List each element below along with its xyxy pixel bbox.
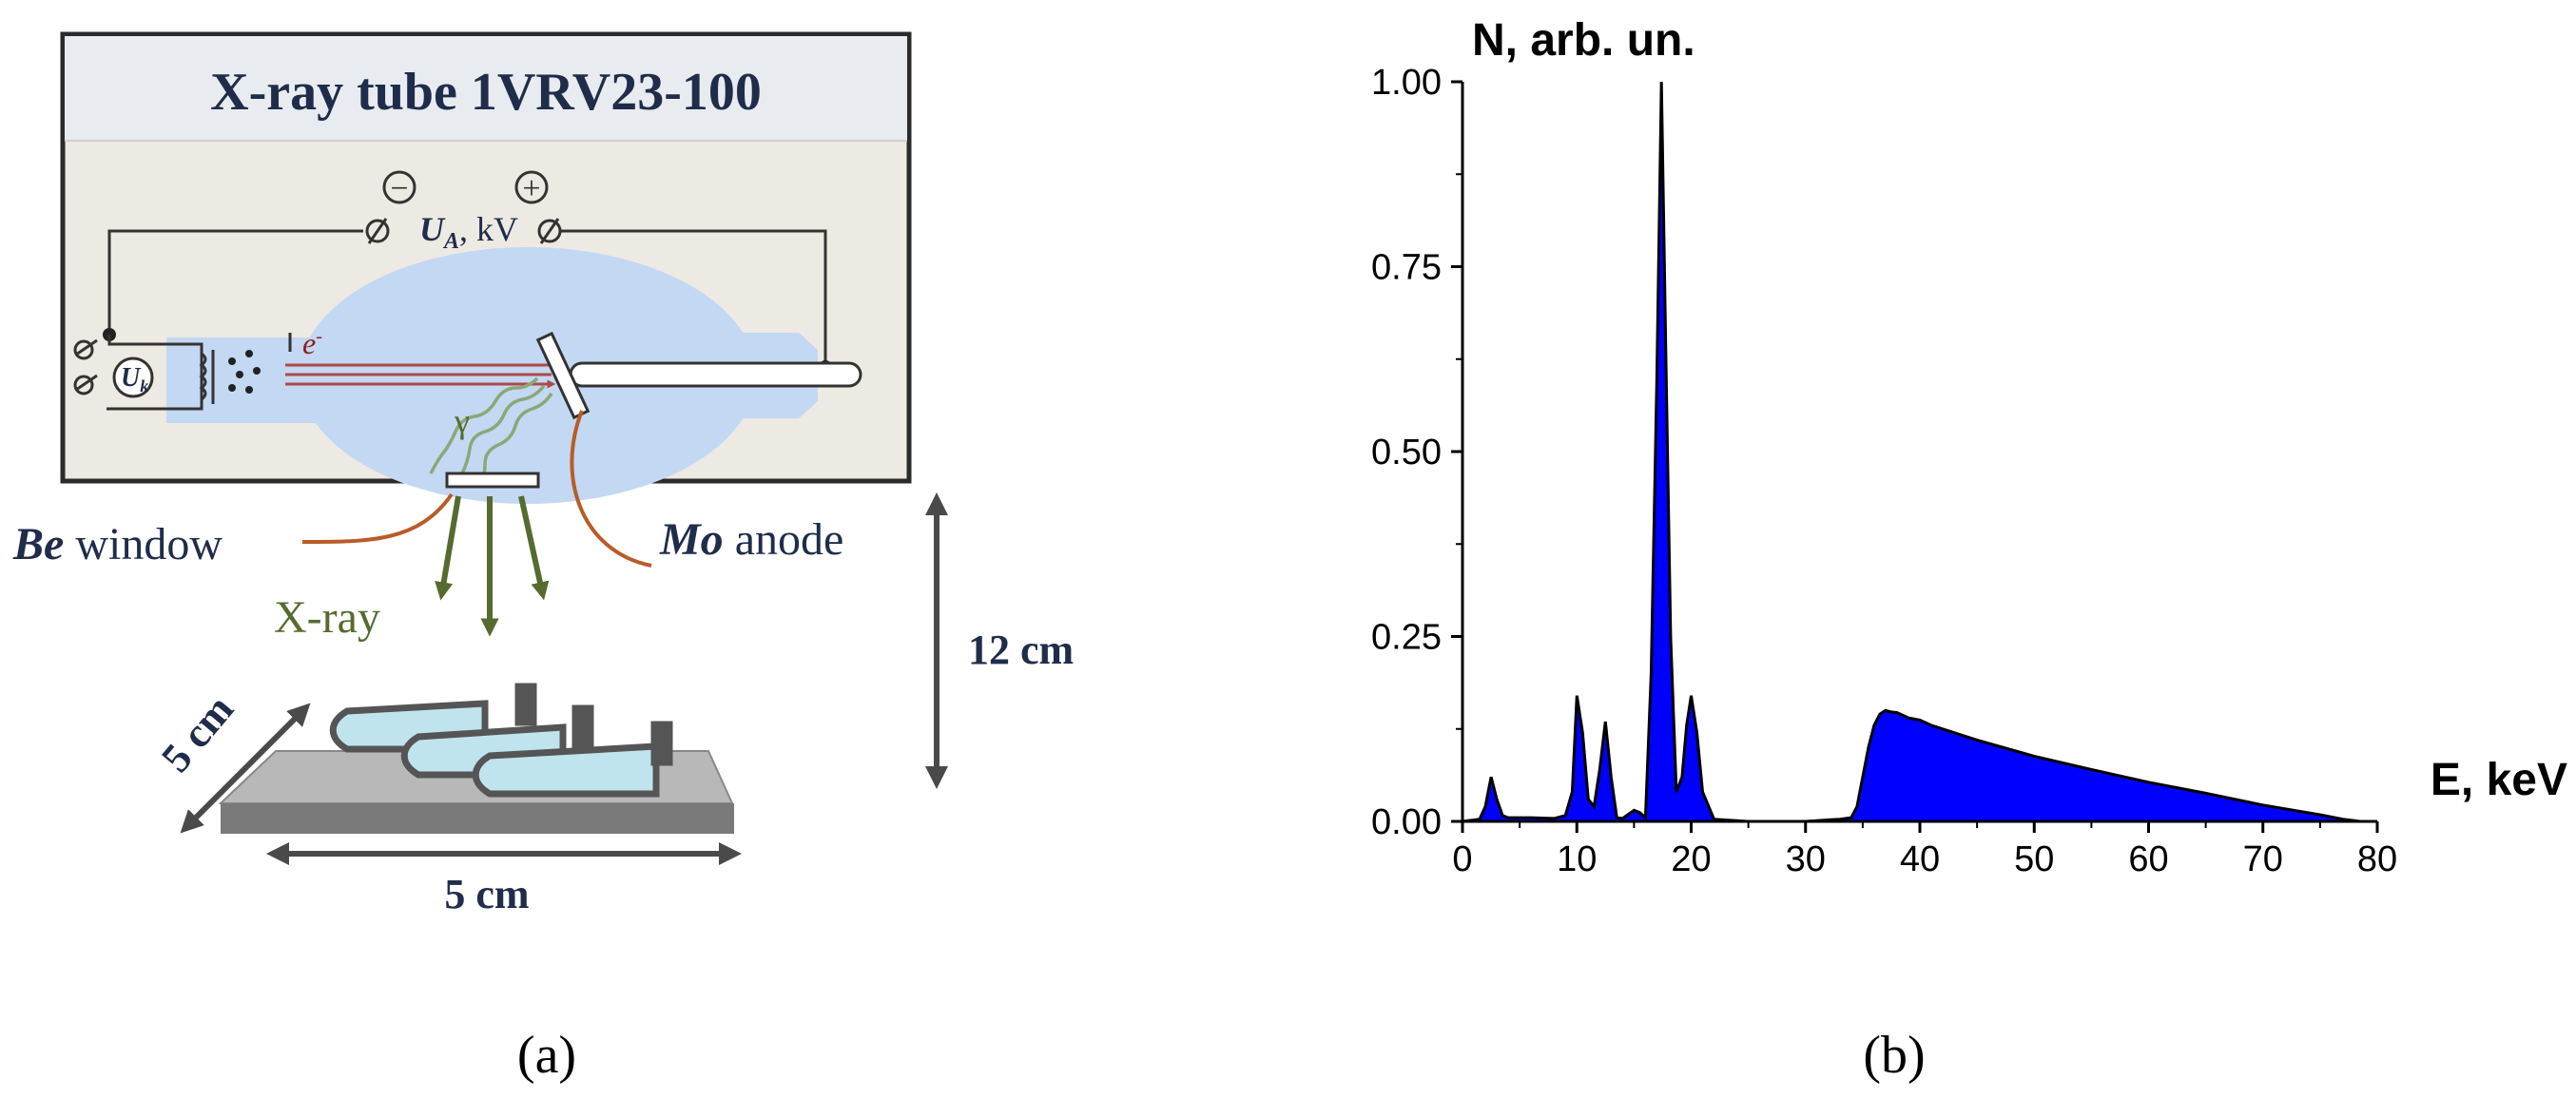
svg-text:−: −: [390, 171, 408, 206]
svg-text:Uk: Uk: [121, 363, 148, 395]
electron-label: e-: [302, 326, 322, 360]
caption-a: (a): [517, 1026, 576, 1085]
depth-label: 5 cm: [152, 686, 242, 781]
x-tick-label: 80: [2357, 839, 2397, 879]
xray-arrows: [435, 495, 550, 637]
terminal-symbols: [365, 218, 562, 244]
width-label: 5 cm: [444, 871, 529, 917]
y-tick-label: 0.00: [1371, 802, 1442, 842]
cathode-voltage-icon: [112, 357, 154, 398]
electron-beam: [285, 363, 556, 389]
y-axis-label: N, arb. un.: [1472, 15, 1695, 66]
x-tick-label: 40: [1900, 839, 1940, 879]
x-tick-label: 60: [2128, 839, 2168, 879]
y-tick-label: 0.50: [1371, 433, 1442, 472]
y-tick-label: 0.25: [1371, 618, 1442, 658]
x-tick-label: 70: [2243, 839, 2283, 879]
panel-a: X-ray tube 1VRV23-100 − + UA, kV: [12, 31, 1074, 1085]
anode-rod: [569, 361, 862, 388]
xray-label: X-ray: [274, 592, 380, 643]
x-axis-label: E, keV: [2431, 755, 2567, 805]
x-tick-label: 0: [1452, 839, 1472, 879]
y-tick-label: 0.75: [1371, 248, 1442, 288]
x-tick-label: 50: [2014, 839, 2054, 879]
tube-title: X-ray tube 1VRV23-100: [210, 63, 762, 122]
gamma-label: γ: [454, 402, 470, 440]
cathode-circuit: [73, 335, 215, 411]
plus-terminal-icon: [514, 170, 549, 204]
xray-waves: [429, 376, 553, 486]
mo-anode-label: Mo anode: [659, 514, 843, 565]
petri-dishes: [329, 683, 673, 798]
be-window-label: Be window: [12, 519, 223, 569]
spectrum-area: [1462, 82, 2360, 821]
be-window: [445, 472, 540, 489]
svg-text:+: +: [522, 171, 540, 206]
x-tick-label: 20: [1671, 839, 1711, 879]
anode-voltage-label: UA, kV: [419, 210, 518, 254]
minus-terminal-icon: [382, 170, 416, 204]
x-tick-label: 10: [1557, 839, 1597, 879]
mo-anode-pointer: [570, 410, 652, 568]
spectrum-outline: [1462, 81, 2361, 823]
height-label: 12 cm: [968, 627, 1074, 673]
panel-b: 0 10 20 30 40 50 60 70 80 0.00 0.25 0.50 0.75 1.00 N, …: [1371, 15, 2567, 1085]
caption-b: (b): [1863, 1026, 1925, 1085]
spectrum-chart: 0 10 20 30 40 50 60 70 80 0.00 0.25 0.50 0.75 1.00 N, …: [1371, 15, 2567, 879]
depth-dimension-arrow: [180, 703, 311, 834]
circuit-wires: [107, 229, 827, 367]
be-window-pointer: [301, 492, 454, 544]
y-tick-label: 1.00: [1371, 63, 1442, 103]
electron-cloud: [228, 350, 261, 394]
x-tick-label: 30: [1786, 839, 1826, 879]
title-bar: [65, 36, 907, 141]
